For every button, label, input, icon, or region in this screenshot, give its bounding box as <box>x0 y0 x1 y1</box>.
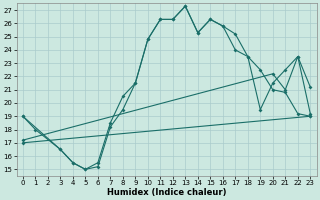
X-axis label: Humidex (Indice chaleur): Humidex (Indice chaleur) <box>107 188 226 197</box>
